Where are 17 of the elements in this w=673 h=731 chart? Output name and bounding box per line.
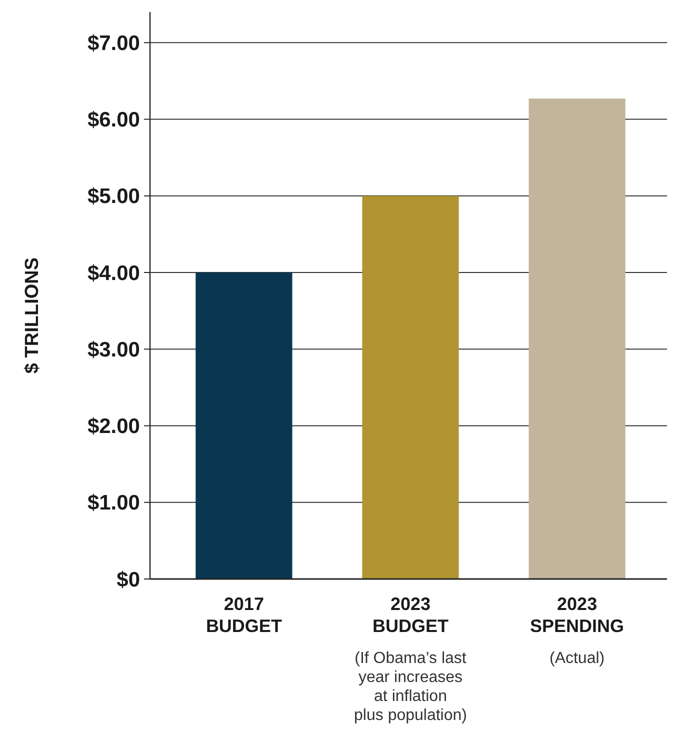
bar [196,272,292,579]
x-tick-label: 2017 BUDGET [206,594,282,636]
y-tick-label: $1.00 [87,492,140,515]
y-tick-label: $6.00 [87,108,140,132]
y-tick-label: $4.00 [87,262,140,285]
y-axis-title: $ TRILLIONS [22,257,43,374]
x-tick-label: 2023 SPENDING [530,594,624,636]
y-tick-label: $3.00 [87,338,140,362]
text: (If Obama’s last year increases at inflation plus population) [354,650,467,724]
x-tick-label: 2023 BUDGET [372,594,449,636]
y-tick-label: $5.00 [87,185,140,208]
y-tick-label: $7.00 [87,32,140,55]
y-tick-label: $2.00 [87,415,140,438]
y-tick-label: $0 [116,568,140,592]
bar [528,98,626,579]
bar [362,196,459,579]
text: (Actual) [549,650,605,667]
